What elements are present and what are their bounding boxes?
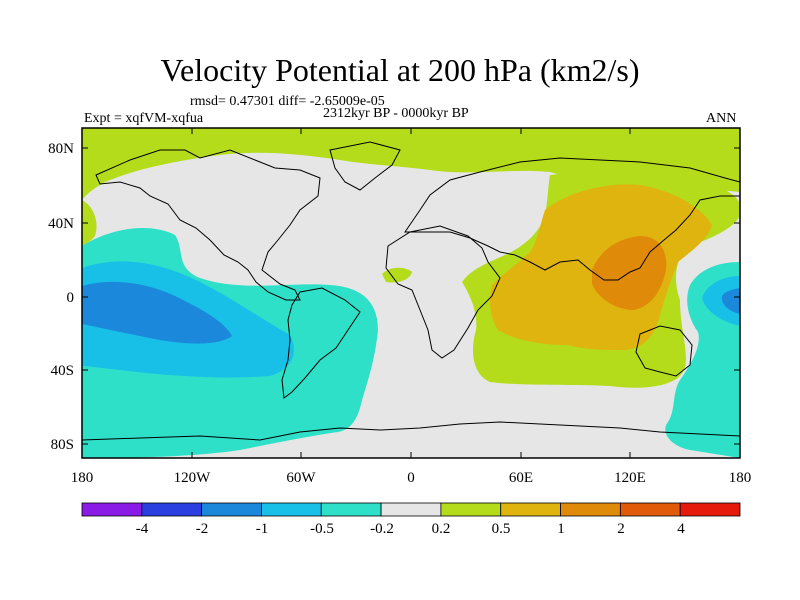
lat-label-80s: 80S (51, 437, 74, 453)
east-pacific-negative-mid (702, 276, 740, 326)
lon-tick-60e: 60E (509, 128, 533, 486)
west-pacific-positive-patch (82, 200, 97, 246)
colorbar-box (81, 502, 143, 517)
greenland-coast (329, 141, 401, 191)
arctic-positive-region (82, 128, 740, 200)
lon-tick-0: 0 (407, 128, 415, 486)
colorbar-label: -2 (196, 521, 209, 537)
lat-tick-40s: 40S (51, 363, 740, 379)
colorbar-label: 4 (677, 521, 685, 537)
lon-label-180-left: 180 (71, 470, 94, 486)
east-pacific-negative-core (721, 288, 740, 314)
eurasia-coast (404, 157, 740, 281)
stats-text: rmsd= 0.47301 diff= -2.65009e-05 (190, 94, 385, 109)
lon-label-120w: 120W (174, 470, 212, 486)
pacific-negative-core (82, 281, 232, 344)
colorbar-box (320, 502, 382, 517)
lon-label-0: 0 (407, 470, 415, 486)
lon-tick-180w: 180 (71, 452, 94, 486)
lat-tick-80n: 80N (48, 141, 740, 157)
colorbar-box (560, 502, 621, 517)
lon-tick-180e: 180 (729, 452, 752, 486)
colorbar-label: -0.2 (370, 521, 394, 537)
latitude-axis: 80N 40N 0 40S 80S (48, 141, 740, 453)
map-title: Velocity Potential at 200 hPa (km2/s) (160, 52, 640, 88)
colorbar-box (619, 502, 681, 517)
lon-label-180-right: 180 (729, 470, 752, 486)
colorbar-label: 0.5 (492, 521, 511, 537)
lon-tick-120e: 120E (614, 128, 646, 486)
lat-tick-40n: 40N (48, 216, 740, 232)
longitude-axis: 180 120W 60W 0 60E 120E 180 (71, 128, 752, 486)
colorbar-box (380, 502, 442, 517)
experiment-text: Expt = xqfVM-xqfua (84, 111, 204, 126)
coastlines (82, 141, 740, 441)
australia-coast (635, 325, 693, 377)
lat-label-40n: 40N (48, 216, 74, 232)
colorbar-box (141, 502, 203, 517)
colorbar-box (440, 502, 502, 517)
africa-coast (385, 225, 501, 359)
colorbar-label: 2 (617, 521, 625, 537)
colorbar-boxes (81, 502, 741, 517)
north-america-coast (95, 149, 321, 301)
colorbar: -4 -2 -1 -0.5 -0.2 0.2 0.5 1 2 4 (81, 502, 741, 537)
contour-field (82, 128, 740, 458)
lon-tick-60w: 60W (286, 128, 316, 486)
lat-label-equator: 0 (67, 290, 75, 306)
lat-tick-0: 0 (67, 290, 740, 306)
lon-label-120e: 120E (614, 470, 646, 486)
colorbar-label: 0.2 (432, 521, 451, 537)
lon-tick-120w: 120W (174, 128, 212, 486)
colorbar-labels: -4 -2 -1 -0.5 -0.2 0.2 0.5 1 2 4 (136, 521, 686, 537)
lon-label-60e: 60E (509, 470, 533, 486)
colorbar-label: -0.5 (310, 521, 334, 537)
colorbar-box (201, 502, 262, 517)
lat-label-40s: 40S (51, 363, 74, 379)
south-america-coast (281, 287, 361, 399)
lon-label-60w: 60W (286, 470, 316, 486)
colorbar-box (679, 502, 741, 517)
colorbar-label: 1 (557, 521, 565, 537)
lat-label-80n: 80N (48, 141, 74, 157)
antarctica-coast (82, 421, 740, 441)
season-text: ANN (706, 111, 737, 126)
colorbar-box (261, 502, 322, 517)
period-text: 2312kyr BP - 0000kyr BP (323, 106, 469, 121)
west-africa-positive-patch (382, 267, 412, 283)
lat-tick-80s: 80S (51, 437, 740, 453)
colorbar-label: -1 (256, 521, 269, 537)
colorbar-label: -4 (136, 521, 149, 537)
colorbar-box (500, 502, 561, 517)
